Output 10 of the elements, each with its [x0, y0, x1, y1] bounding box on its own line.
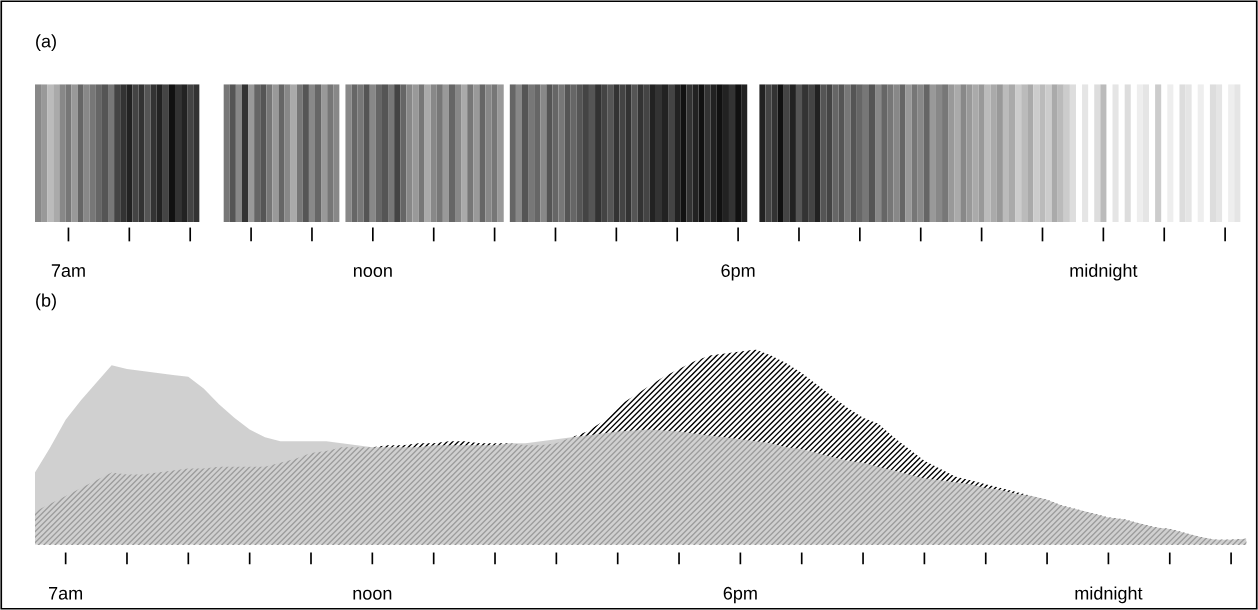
x-tick-label: 7am	[51, 264, 85, 277]
x-tick-label: 7am	[49, 587, 83, 600]
x-tick-label: 6pm	[723, 586, 757, 604]
x-tick-label: noon	[353, 267, 392, 277]
x-tick-label: midnight	[1075, 586, 1143, 604]
chart-title: (b)	[36, 293, 56, 311]
x-tick-label: 6pm	[721, 264, 755, 281]
x-tick-label: midnight	[1070, 263, 1138, 281]
chart-title: (a)	[36, 34, 56, 52]
x-tick-label: noon	[353, 589, 392, 600]
